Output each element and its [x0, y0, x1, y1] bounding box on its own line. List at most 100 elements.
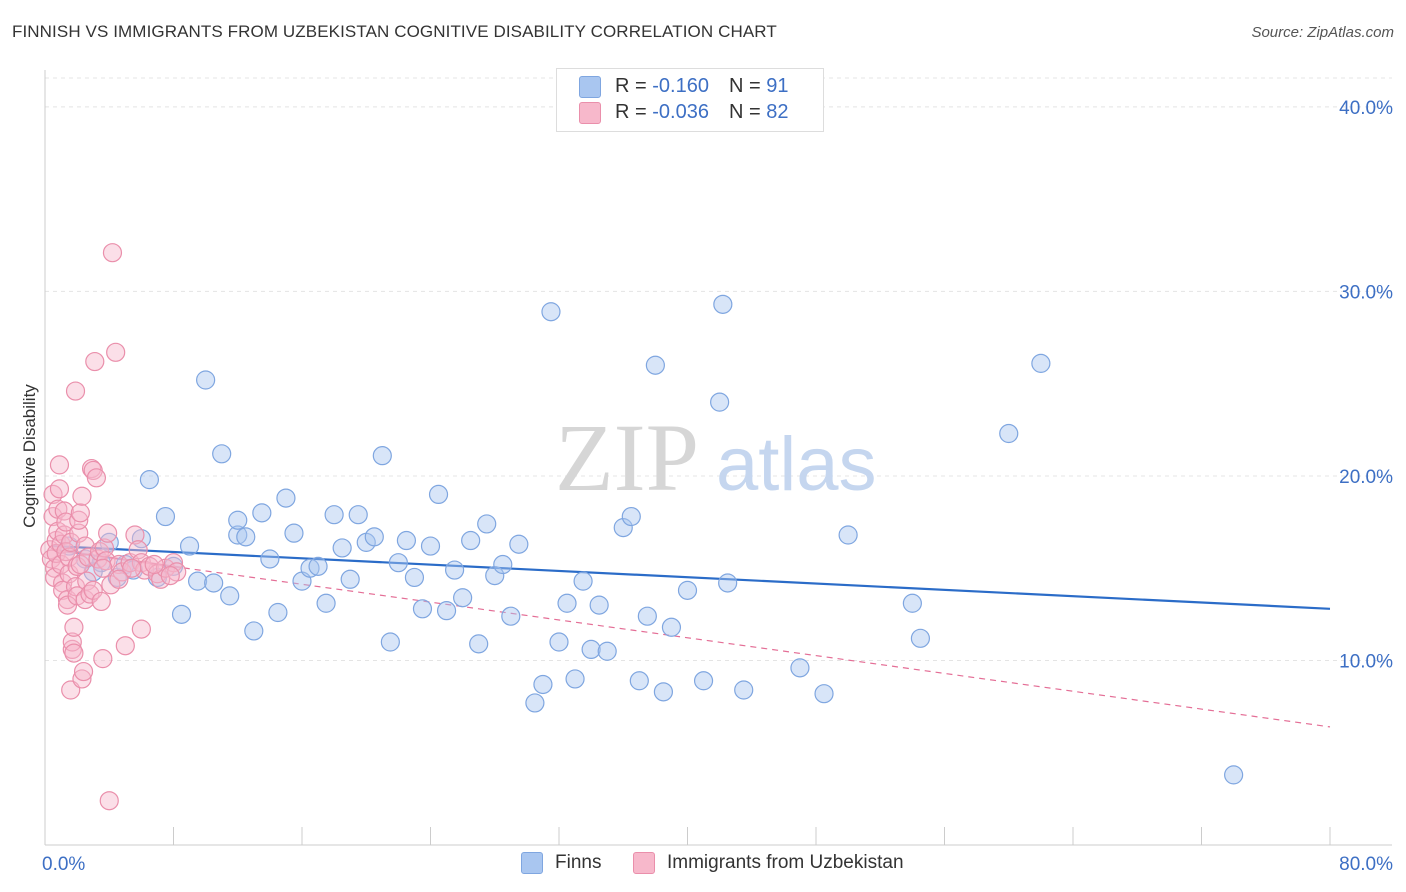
data-point: [645, 355, 665, 375]
data-point: [525, 693, 545, 713]
data-point: [412, 599, 433, 619]
data-point: [236, 527, 256, 547]
data-point: [469, 634, 489, 654]
data-point: [260, 549, 280, 569]
x-tick-label: 80.0%: [1339, 854, 1393, 875]
data-point: [49, 455, 70, 475]
data-point: [533, 674, 553, 695]
data-point: [710, 392, 730, 412]
axes: 10.0% 20.0% 30.0% 40.0% 0.0% 80.0%: [42, 70, 1393, 875]
data-point: [179, 536, 200, 556]
data-point: [56, 542, 76, 562]
data-point: [493, 554, 513, 575]
series-finns: [59, 294, 1244, 785]
data-point: [228, 510, 248, 530]
data-point: [53, 580, 73, 600]
data-point: [167, 562, 187, 582]
legend-row-finns: R = -0.160 N = 91: [579, 75, 788, 101]
data-point: [65, 381, 86, 401]
legend-n-value: 82: [766, 101, 789, 123]
data-point: [300, 558, 320, 578]
gridlines: [45, 77, 1392, 661]
data-point: [613, 518, 633, 538]
data-point: [388, 553, 408, 573]
data-point: [80, 584, 100, 604]
legend-r-label: R =: [615, 75, 653, 97]
y-tick-label: 20.0%: [1339, 467, 1393, 488]
data-point: [131, 619, 151, 639]
trend-line-finns: [52, 544, 1331, 610]
data-point: [380, 632, 400, 652]
legend-row-uzbekistan: R = -0.036 N = 82: [579, 101, 788, 127]
data-point: [91, 591, 111, 612]
data-point: [910, 628, 931, 648]
y-tick-label: 10.0%: [1339, 651, 1393, 672]
data-point: [693, 671, 714, 691]
bottom-legend-swatch-uzbekistan: [633, 852, 655, 874]
source-credit: Source: ZipAtlas.com: [1251, 24, 1394, 41]
data-point: [1224, 765, 1244, 785]
y-tick-label: 30.0%: [1339, 282, 1393, 303]
data-point: [131, 529, 151, 549]
data-point: [102, 243, 123, 263]
data-point: [1031, 353, 1051, 373]
data-point: [477, 514, 497, 534]
data-point: [46, 543, 66, 564]
data-point: [734, 680, 754, 700]
data-point: [220, 586, 240, 606]
data-point: [348, 505, 368, 525]
data-point: [453, 588, 473, 608]
bottom-legend-finns: Finns: [521, 852, 601, 874]
data-point: [573, 571, 593, 591]
data-point: [340, 569, 360, 589]
data-point: [541, 302, 561, 322]
data-point: [565, 669, 585, 689]
data-point: [718, 573, 738, 593]
data-point: [72, 486, 92, 506]
data-point: [228, 525, 248, 545]
data-point: [139, 470, 160, 490]
legend-r-value: -0.036: [652, 101, 709, 123]
data-point: [70, 503, 90, 523]
chart-title: FINNISH VS IMMIGRANTS FROM UZBEKISTAN CO…: [12, 22, 777, 41]
data-point: [436, 601, 457, 621]
data-point: [485, 565, 505, 586]
data-point: [75, 536, 95, 556]
data-point: [461, 530, 481, 551]
data-point: [838, 525, 858, 545]
series-uzbekistan: [40, 243, 187, 811]
watermark-zip: ZIP: [555, 404, 699, 511]
data-point: [316, 593, 336, 613]
data-point: [115, 636, 135, 656]
data-point: [72, 669, 92, 689]
data-point: [171, 604, 192, 624]
data-point: [85, 351, 105, 372]
data-point: [589, 595, 609, 615]
bottom-legend-swatch-finns: [521, 852, 543, 874]
data-point: [155, 506, 176, 527]
trend-lines: [52, 544, 1331, 728]
correlation-legend: R = -0.160 N = 91 R = -0.036 N = 82: [556, 68, 824, 132]
data-point: [396, 530, 417, 551]
data-point: [661, 617, 682, 637]
data-point: [64, 617, 84, 637]
data-point: [244, 621, 264, 641]
data-point: [98, 523, 118, 543]
data-point: [69, 510, 89, 530]
legend-n-label: N =: [728, 75, 767, 97]
x-tick-label: 0.0%: [42, 854, 85, 875]
data-point: [677, 580, 698, 600]
data-point: [372, 446, 392, 466]
data-point: [160, 565, 180, 586]
data-point: [109, 569, 129, 589]
data-point: [428, 484, 449, 505]
data-point: [122, 558, 142, 578]
bottom-legend-label-finns: Finns: [555, 852, 602, 874]
data-point: [557, 593, 577, 613]
data-point: [332, 538, 352, 558]
data-point: [88, 549, 108, 569]
data-point: [73, 661, 94, 682]
data-point: [501, 606, 521, 626]
data-point: [70, 554, 90, 575]
